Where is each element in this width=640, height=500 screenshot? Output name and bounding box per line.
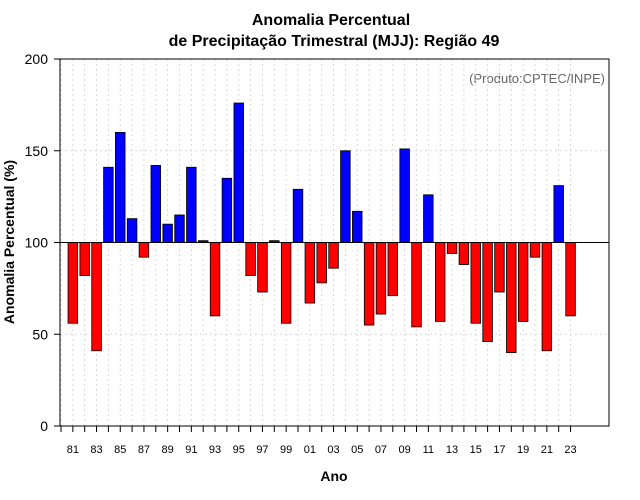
x-axis: 81 83 85 87 89 91 93 95 97 99 01 03 05 07 09 11 13 15 17 19… <box>60 426 577 456</box>
bar-19 <box>517 242 529 322</box>
bar-83 <box>91 242 102 352</box>
x-axis-label: Ano <box>320 468 347 484</box>
x-tick-label-97: 97 <box>256 444 268 456</box>
bar-04 <box>340 150 351 243</box>
bar-88 <box>150 165 162 243</box>
y-tick-label-50: 50 <box>32 326 48 342</box>
x-tick-label-05: 05 <box>351 444 363 456</box>
bar-85 <box>115 131 126 243</box>
chart-title-line1: Anomalia Percentual <box>252 12 410 29</box>
x-tick-label-91: 91 <box>185 444 197 456</box>
bar-08 <box>387 242 399 297</box>
bar-17 <box>494 242 505 293</box>
x-tick-label-89: 89 <box>162 444 174 456</box>
y-axis-label: Anomalia Percentual (%) <box>1 160 17 324</box>
bar-91 <box>186 166 197 243</box>
x-tick-label-83: 83 <box>90 444 102 456</box>
bar-18 <box>506 242 517 353</box>
bar-99 <box>280 242 292 324</box>
bar-14 <box>458 242 470 265</box>
source-note: (Produto:CPTEC/INPE) <box>469 71 605 86</box>
x-tick-label-21: 21 <box>541 444 553 456</box>
x-tick-label-23: 23 <box>564 444 576 456</box>
bar-21 <box>541 242 553 352</box>
y-tick-label-200: 200 <box>25 51 49 67</box>
x-tick-label-11: 11 <box>423 444 434 456</box>
bar-05 <box>352 210 363 243</box>
bar-00 <box>292 188 304 243</box>
bar-87 <box>138 242 150 258</box>
x-tick-label-99: 99 <box>280 444 292 456</box>
chart-title-line2: de Precipitação Trimestral (MJJ): Região… <box>169 33 500 50</box>
grid-lines <box>60 58 609 427</box>
y-tick-label-0: 0 <box>40 418 48 434</box>
bar-82 <box>79 242 90 276</box>
x-tick-label-19: 19 <box>517 444 529 456</box>
bar-84 <box>103 166 114 243</box>
bar-02 <box>316 242 327 284</box>
bar-09 <box>399 148 410 243</box>
bar-95 <box>233 102 244 243</box>
bar-01 <box>304 242 316 304</box>
bar-97 <box>257 242 268 293</box>
x-tick-label-93: 93 <box>209 444 221 456</box>
bar-12 <box>434 242 446 322</box>
x-tick-label-85: 85 <box>114 444 126 456</box>
y-axis: 0 50 100 150 200 <box>25 51 60 434</box>
bar-96 <box>245 242 256 276</box>
y-tick-label-100: 100 <box>25 235 49 251</box>
x-tick-label-09: 09 <box>399 444 411 456</box>
bar-94 <box>221 177 233 243</box>
x-tick-label-01: 01 <box>304 444 316 456</box>
x-tick-label-03: 03 <box>327 444 339 456</box>
bar-11 <box>423 194 434 243</box>
bar-89 <box>162 223 173 243</box>
x-tick-label-95: 95 <box>233 444 245 456</box>
x-tick-label-15: 15 <box>470 444 482 456</box>
y-tick-label-150: 150 <box>25 143 49 159</box>
bar-06 <box>363 242 375 326</box>
bar-86 <box>126 218 138 243</box>
bar-15 <box>470 242 481 324</box>
bar-93 <box>209 242 221 317</box>
bar-07 <box>375 242 387 315</box>
bar-10 <box>411 242 422 328</box>
bar-20 <box>529 242 541 258</box>
x-tick-label-07: 07 <box>375 444 387 456</box>
bar-23 <box>565 242 576 317</box>
x-tick-label-81: 81 <box>67 444 79 456</box>
bar-03 <box>328 242 339 269</box>
bar-81 <box>67 242 79 324</box>
bar-16 <box>482 242 493 342</box>
x-tick-label-87: 87 <box>138 444 150 456</box>
x-tick-label-13: 13 <box>446 444 458 456</box>
x-tick-label-17: 17 <box>493 444 505 456</box>
bars <box>67 102 576 353</box>
bar-90 <box>174 214 185 243</box>
bar-22 <box>553 185 564 243</box>
bar-13 <box>446 242 458 254</box>
